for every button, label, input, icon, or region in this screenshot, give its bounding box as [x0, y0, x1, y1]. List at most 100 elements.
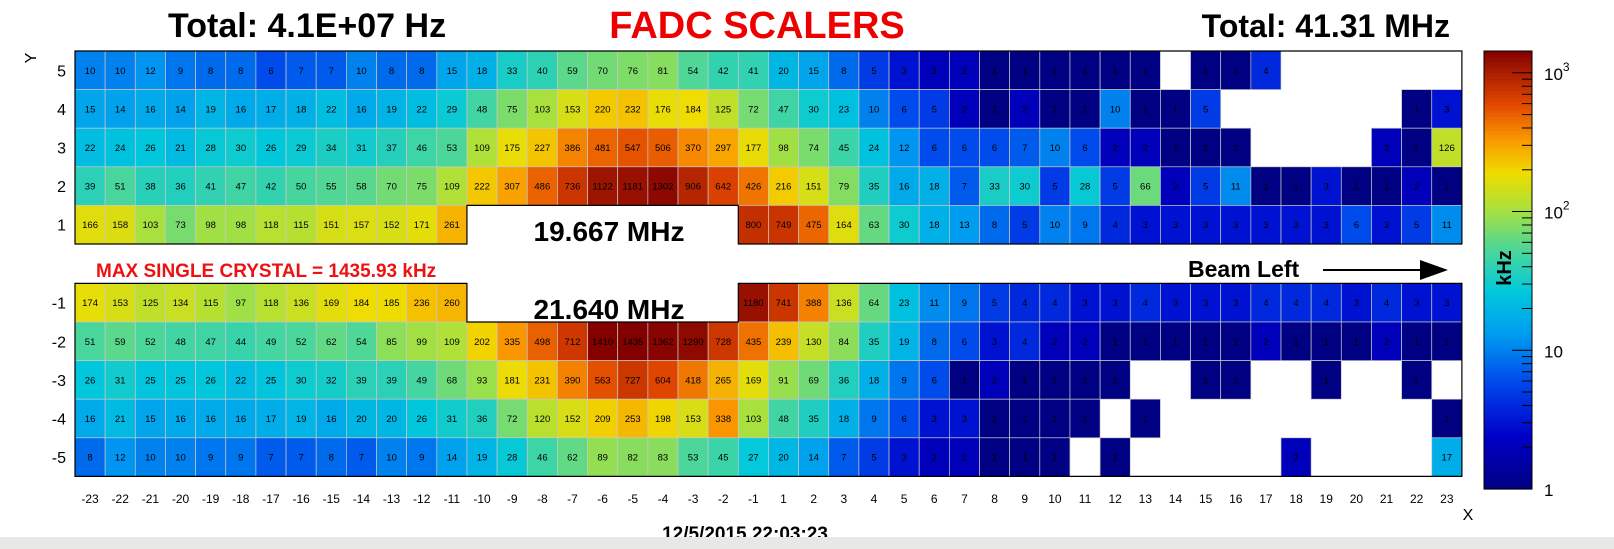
cell-value-label: 184: [353, 298, 369, 309]
heatmap-cell: [1280, 283, 1312, 323]
cell-value-label: 36: [175, 182, 186, 193]
cell-value-label: 15: [145, 414, 156, 425]
cell-value-label: 31: [115, 375, 126, 386]
cell-value-label: 72: [507, 414, 518, 425]
heatmap-cell: [406, 166, 438, 206]
heatmap-cell: [406, 398, 438, 439]
cell-value-label: 227: [534, 143, 550, 154]
cell-value-label: 1: [1052, 66, 1057, 77]
cell-value-label: 1: [1203, 375, 1208, 386]
heatmap-cell: [828, 437, 860, 477]
cell-value-label: 232: [625, 104, 641, 115]
heatmap-cell: [1009, 360, 1041, 400]
heatmap-cell: [617, 127, 649, 168]
color-scale-segment: [1484, 478, 1532, 483]
cell-value-label: 3: [992, 337, 997, 348]
heatmap-cell: [1220, 127, 1252, 168]
heatmap-cell: [285, 321, 317, 361]
heatmap-cell: [466, 360, 498, 400]
cell-value-label: 26: [145, 143, 156, 154]
color-scale-segment: [1484, 481, 1532, 486]
y-tick-label: -4: [52, 412, 66, 429]
heatmap-cell: [858, 283, 890, 323]
cell-value-label: 109: [444, 182, 460, 193]
color-scale-segment: [1484, 215, 1532, 220]
cell-value-label: 3: [1444, 298, 1449, 309]
cell-value-label: 9: [208, 453, 213, 464]
color-scale-segment: [1484, 193, 1532, 198]
x-tick-label: -17: [262, 492, 280, 506]
color-scale-segment: [1484, 390, 1532, 395]
color-scale-segment: [1484, 189, 1532, 194]
cell-value-label: 6: [901, 104, 906, 115]
heatmap-cell: [1431, 166, 1463, 206]
cell-value-label: 4: [1022, 298, 1027, 309]
color-scale-segment: [1484, 353, 1532, 359]
cell-value-label: 9: [178, 66, 183, 77]
cell-value-label: 1: [992, 453, 997, 464]
cell-value-label: 49: [416, 375, 427, 386]
cell-value-label: 16: [356, 104, 367, 115]
heatmap-cell: [1340, 283, 1372, 323]
cell-value-label: 1: [962, 375, 967, 386]
heatmap-cell: [225, 166, 257, 206]
heatmap-cell: [466, 166, 498, 206]
color-scale-segment: [1484, 280, 1532, 286]
cell-value-label: 25: [145, 375, 156, 386]
cell-value-label: 84: [839, 337, 850, 348]
cell-value-label: 4: [1324, 298, 1329, 309]
cell-value-label: 563: [595, 375, 611, 386]
heatmap-cell: [255, 205, 287, 245]
color-scale-segment: [1484, 299, 1532, 304]
heatmap-cell: [737, 166, 769, 206]
cell-value-label: 109: [444, 337, 460, 348]
heatmap-cell: [888, 205, 920, 245]
heatmap-cell: [1220, 205, 1252, 245]
cell-value-label: 14: [115, 104, 126, 115]
cell-value-label: 62: [326, 337, 337, 348]
cell-value-label: 1180: [743, 298, 763, 309]
cell-value-label: 46: [416, 143, 427, 154]
x-tick-label: 19: [1320, 492, 1334, 506]
cell-value-label: 5: [1414, 220, 1419, 231]
heatmap-cell: [828, 321, 860, 361]
x-tick-label: 11: [1079, 492, 1092, 506]
heatmap-cell: [557, 166, 588, 206]
heatmap-cell: [707, 89, 739, 129]
color-scale-segment: [1484, 372, 1532, 377]
color-scale-segment: [1484, 277, 1532, 282]
x-tick-label: -3: [688, 492, 699, 506]
cell-value-label: 16: [175, 414, 186, 425]
cell-value-label: 1: [1203, 337, 1208, 348]
cell-value-label: 5: [932, 104, 937, 115]
cell-value-label: 6: [932, 375, 937, 386]
heatmap-cell: [1009, 437, 1041, 477]
cell-value-label: 152: [384, 220, 400, 231]
x-tick-label: 3: [840, 492, 847, 506]
cell-value-label: 906: [685, 182, 701, 193]
heatmap-cell: [496, 127, 528, 168]
cell-value-label: 12: [115, 453, 126, 464]
heatmap-cell: [737, 360, 769, 400]
cell-value-label: 498: [534, 337, 550, 348]
heatmap-cell: [1099, 50, 1131, 90]
color-scale-segment: [1484, 120, 1532, 125]
heatmap-cell: [737, 321, 769, 361]
x-tick-label: 7: [961, 492, 968, 506]
color-scale-segment: [1484, 339, 1532, 344]
cell-value-label: 9: [871, 414, 876, 425]
cell-value-label: 177: [745, 143, 761, 154]
cell-value-label: 1: [1233, 143, 1238, 154]
cell-value-label: 153: [112, 298, 128, 309]
beam-left-label: Beam Left: [1188, 256, 1300, 282]
cell-value-label: 1302: [652, 182, 673, 193]
cell-value-label: 9: [962, 298, 967, 309]
y-tick-label: 5: [57, 63, 66, 80]
y-tick-label: -1: [52, 296, 66, 313]
heatmap-cell: [587, 398, 619, 439]
color-scale-segment: [1484, 149, 1532, 154]
color-scale-segment: [1484, 383, 1532, 388]
heatmap-cell: [858, 50, 890, 90]
cell-value-label: 1: [1052, 375, 1057, 386]
color-scale-segment: [1484, 160, 1532, 165]
